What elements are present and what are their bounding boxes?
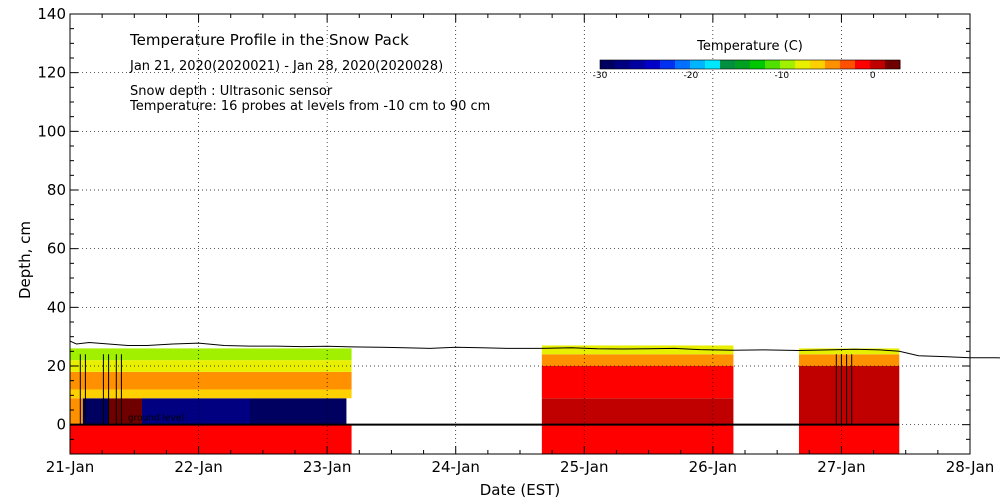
x-tick-label: 28-Jan <box>946 458 994 476</box>
colorbar-swatch <box>855 60 871 69</box>
y-tick-label: 100 <box>37 122 66 140</box>
snow-depth-dropout <box>846 354 853 426</box>
x-tick-label: 22-Jan <box>174 458 222 476</box>
ground-level-group: ground level <box>70 414 900 426</box>
temperature-cell <box>108 398 142 425</box>
colorbar-swatch <box>645 60 661 69</box>
x-tick-label: 25-Jan <box>560 458 608 476</box>
temperature-cell <box>799 424 900 454</box>
temperature-cell <box>541 398 734 425</box>
x-tick-label: 21-Jan <box>46 458 94 476</box>
temperature-cell <box>250 398 347 425</box>
snow-depth-line <box>69 340 1000 359</box>
x-tick-label: 26-Jan <box>689 458 737 476</box>
temperature-cell <box>70 371 352 390</box>
colorbar-swatch <box>600 60 616 69</box>
colorbar-swatch <box>825 60 841 69</box>
x-tick-label: 27-Jan <box>817 458 865 476</box>
colorbar-swatch <box>615 60 631 69</box>
colorbar-swatch <box>810 60 826 69</box>
colorbar-frame <box>599 59 901 70</box>
temperature-cell <box>541 366 734 399</box>
temperature-cell <box>82 398 109 425</box>
y-tick-label: 140 <box>37 5 66 23</box>
colorbar-tick-label: 0 <box>870 71 876 81</box>
x-tick-label: 23-Jan <box>303 458 351 476</box>
temperature-cell <box>799 354 900 366</box>
colorbar-swatch <box>780 60 796 69</box>
note-temperature: Temperature: 16 probes at levels from -1… <box>129 99 490 114</box>
ground-level-label: ground level <box>128 414 184 424</box>
temperature-cell <box>799 366 900 425</box>
temperature-cell <box>142 398 250 425</box>
colorbar-swatch <box>885 60 901 69</box>
snow-depth-dropout <box>115 354 122 426</box>
temperature-cell <box>70 398 83 425</box>
snow-depth-dropout <box>835 354 842 426</box>
y-tick-label: 40 <box>47 298 66 316</box>
y-tick-label: 20 <box>47 357 66 375</box>
snow-depth-group <box>69 340 1000 426</box>
y-tick-label: 60 <box>47 240 66 258</box>
colorbar-swatch <box>870 60 886 69</box>
colorbar: -30 -20 -10 0 <box>593 59 901 81</box>
temperature-cell <box>799 348 900 355</box>
temperature-cell <box>70 348 352 361</box>
chart-title: Temperature Profile in the Snow Pack <box>129 31 409 49</box>
x-axis-label: Date (EST) <box>480 481 561 499</box>
plot-frame <box>69 13 971 455</box>
colorbar-tick-label: -10 <box>774 71 789 81</box>
temperature-cell <box>541 424 734 454</box>
snow-depth-dropout <box>102 354 110 426</box>
colorbar-swatch <box>690 60 706 69</box>
colorbar-swatch <box>720 60 736 69</box>
y-axis-label: Depth, cm <box>16 221 34 299</box>
snow-depth-dropout <box>79 354 86 426</box>
axis-ticks: 21-Jan 22-Jan 23-Jan 24-Jan 25-Jan 26-Jan 27-J… <box>37 5 994 476</box>
colorbar-swatch <box>705 60 721 69</box>
temperature-cell <box>70 424 352 454</box>
colorbar-tick-label: -20 <box>684 71 699 81</box>
colorbar-swatch <box>630 60 646 69</box>
temperature-regions <box>70 345 900 454</box>
colorbar-tick-label: -30 <box>593 71 608 81</box>
grid-lines <box>70 14 970 454</box>
colorbar-title: Temperature (C) <box>696 39 803 54</box>
y-tick-label: 0 <box>56 416 66 434</box>
x-tick-label: 24-Jan <box>431 458 479 476</box>
note-snow-depth: Snow depth : Ultrasonic sensor <box>130 84 333 99</box>
temperature-cell <box>70 389 352 399</box>
colorbar-swatch <box>675 60 691 69</box>
date-range: Jan 21, 2020(2020021) - Jan 28, 2020(202… <box>129 59 443 74</box>
y-tick-label: 80 <box>47 181 66 199</box>
colorbar-swatch <box>795 60 811 69</box>
y-tick-label: 120 <box>37 64 66 82</box>
colorbar-swatch <box>660 60 676 69</box>
colorbar-swatch <box>750 60 766 69</box>
temperature-cell <box>541 354 734 366</box>
temperature-cell <box>541 345 734 355</box>
colorbar-swatch <box>735 60 751 69</box>
colorbar-swatch <box>765 60 781 69</box>
colorbar-swatch <box>840 60 856 69</box>
